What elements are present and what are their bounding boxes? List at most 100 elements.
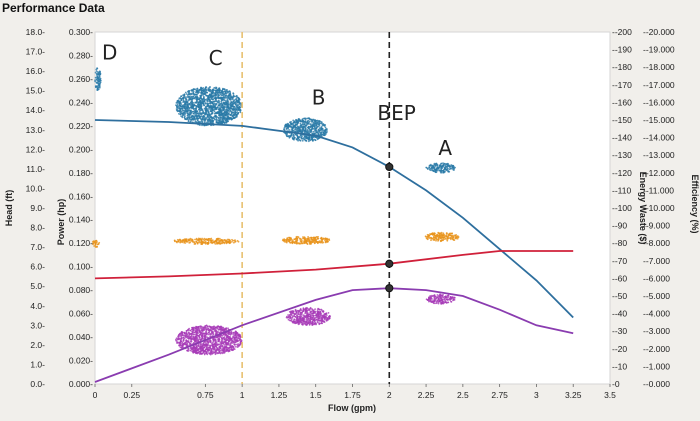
data-point: [430, 301, 433, 303]
data-point: [209, 353, 212, 356]
data-point: [289, 121, 292, 124]
data-point: [98, 84, 101, 86]
data-point: [288, 136, 291, 138]
data-point: [201, 241, 203, 244]
data-point: [195, 96, 198, 98]
data-point: [207, 103, 210, 105]
data-point: [226, 335, 228, 337]
data-point: [435, 302, 438, 305]
data-point: [318, 129, 320, 132]
data-point: [223, 348, 225, 350]
data-point: [182, 101, 185, 103]
data-point: [98, 76, 101, 78]
data-point: [214, 100, 217, 103]
data-point: [191, 327, 194, 329]
data-point: [225, 95, 228, 97]
data-point: [433, 234, 436, 237]
data-point: [316, 237, 319, 240]
data-point: [237, 104, 240, 106]
data-point: [229, 114, 232, 116]
data-point: [212, 109, 215, 111]
data-point: [320, 122, 323, 125]
data-point: [203, 242, 205, 244]
data-point: [232, 98, 234, 101]
data-point: [303, 320, 306, 323]
data-point: [431, 169, 433, 172]
head-tick-label: 0.0-: [30, 379, 45, 389]
data-point: [183, 240, 186, 243]
data-point: [441, 299, 443, 301]
data-point: [235, 108, 238, 110]
data-point: [231, 348, 234, 351]
data-point: [296, 317, 299, 319]
data-point: [184, 91, 187, 94]
data-point: [429, 167, 432, 170]
data-point: [296, 128, 298, 131]
data-point: [316, 236, 319, 239]
data-point: [210, 101, 213, 103]
data-point: [223, 112, 226, 115]
data-point: [322, 129, 325, 132]
data-point: [228, 238, 230, 241]
data-point: [439, 295, 442, 298]
data-point: [211, 106, 213, 108]
data-point: [95, 241, 97, 244]
data-point: [453, 169, 455, 171]
data-point: [436, 168, 438, 170]
data-point: [183, 107, 186, 110]
data-point: [313, 125, 316, 128]
data-point: [433, 168, 436, 171]
data-point: [190, 89, 193, 92]
data-point: [437, 297, 440, 300]
data-point: [426, 299, 429, 301]
data-point: [227, 340, 230, 343]
data-point: [207, 89, 210, 92]
data-point: [189, 349, 192, 352]
data-point: [187, 329, 189, 332]
data-point: [437, 302, 440, 305]
data-point: [217, 111, 220, 113]
data-point: [204, 113, 207, 116]
data-point: [195, 101, 198, 104]
data-point: [181, 331, 184, 334]
data-point: [315, 316, 317, 319]
data-point: [214, 330, 217, 332]
data-point: [181, 334, 184, 337]
head-tick-label: 12.0-: [26, 144, 46, 154]
data-point: [288, 129, 291, 131]
data-point: [204, 109, 207, 111]
data-point: [96, 75, 98, 78]
data-point: [96, 77, 99, 80]
data-point: [218, 237, 221, 240]
data-point: [283, 240, 286, 243]
data-point: [218, 239, 220, 242]
data-point: [292, 133, 295, 136]
data-point: [203, 341, 206, 344]
data-point: [185, 341, 188, 343]
data-point: [285, 123, 287, 126]
data-point: [190, 335, 193, 338]
data-point: [221, 92, 224, 95]
data-point: [223, 329, 226, 332]
data-point: [205, 330, 207, 333]
data-point: [286, 315, 288, 318]
data-point: [297, 127, 300, 129]
data-point: [184, 112, 187, 115]
data-point: [210, 326, 212, 329]
data-point: [302, 322, 305, 325]
data-point: [94, 244, 97, 247]
data-point: [310, 242, 313, 245]
data-point: [283, 126, 286, 129]
data-point: [324, 130, 326, 133]
data-point: [218, 109, 220, 111]
data-point: [313, 319, 316, 322]
data-point: [209, 86, 211, 88]
data-point: [446, 167, 449, 170]
power-tick-label: 0.000-: [69, 379, 93, 389]
data-point: [444, 299, 447, 302]
data-point: [192, 336, 195, 338]
data-point: [308, 324, 311, 326]
data-point: [218, 91, 221, 93]
data-point: [239, 111, 242, 114]
data-point: [180, 99, 183, 102]
